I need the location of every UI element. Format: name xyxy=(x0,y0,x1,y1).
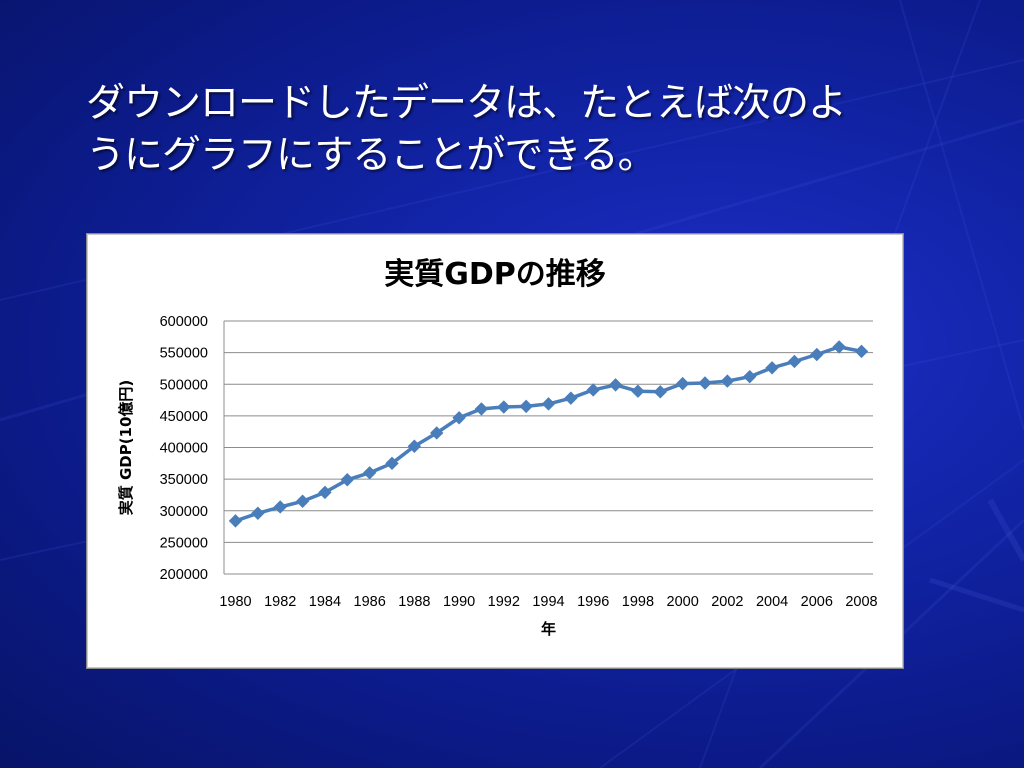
data-point xyxy=(340,473,354,487)
data-point xyxy=(787,354,802,369)
data-point xyxy=(631,384,645,398)
data-point xyxy=(653,385,667,399)
data-point xyxy=(519,399,533,414)
y-tick-label: 550000 xyxy=(160,346,208,362)
y-tick-label: 250000 xyxy=(160,535,208,551)
data-point xyxy=(318,485,332,500)
x-tick-label: 1980 xyxy=(219,594,251,610)
data-point xyxy=(743,369,757,384)
x-tick-label: 1988 xyxy=(398,594,430,610)
data-point xyxy=(765,361,779,375)
data-point xyxy=(452,411,466,425)
y-tick-label: 600000 xyxy=(160,314,208,330)
data-point xyxy=(608,378,623,392)
y-tick-label: 500000 xyxy=(160,377,208,393)
chart-frame: 実質GDPの推移 200000 250000 300000 350000 400000 45… xyxy=(86,233,904,669)
data-point xyxy=(362,466,377,480)
x-tick-label: 1998 xyxy=(622,594,654,610)
data-point xyxy=(497,400,511,414)
data-point xyxy=(720,374,735,388)
data-point xyxy=(273,500,287,514)
data-point xyxy=(430,426,444,440)
x-tick-label: 2008 xyxy=(845,594,877,610)
x-tick-label: 1986 xyxy=(354,594,386,610)
chart-title: 実質GDPの推移 xyxy=(384,257,606,292)
slide-title-line-1: ダウンロードしたデータは、たとえば次のよ xyxy=(86,81,847,126)
data-point xyxy=(295,494,310,508)
slide-title-line-2: うにグラフにすることができる。 xyxy=(86,133,657,178)
data-point xyxy=(407,439,422,453)
y-tick-label: 300000 xyxy=(160,504,208,520)
x-axis-label: 年 xyxy=(541,620,556,638)
data-point xyxy=(586,383,600,397)
data-point xyxy=(854,344,869,359)
x-tick-label: 2000 xyxy=(667,594,699,610)
x-tick-label: 2002 xyxy=(711,594,743,610)
data-point xyxy=(698,376,712,390)
slide-title: ダウンロードしたデータは、たとえば次のよ うにグラフにすることができる。 xyxy=(86,78,946,182)
data-point xyxy=(228,514,243,528)
x-tick-label: 2006 xyxy=(801,594,833,610)
x-tick-label: 1996 xyxy=(577,594,609,610)
y-tick-label: 350000 xyxy=(160,472,208,488)
x-tick-label: 1984 xyxy=(309,594,341,610)
data-point xyxy=(385,456,399,471)
data-point xyxy=(474,402,489,416)
y-tick-label: 200000 xyxy=(160,567,208,583)
x-tick-label: 1990 xyxy=(443,594,475,610)
data-point xyxy=(251,506,265,520)
x-tick-label: 1992 xyxy=(488,594,520,610)
data-point xyxy=(675,376,690,391)
data-point xyxy=(810,347,824,362)
data-point xyxy=(541,397,556,411)
gdp-line-chart: 実質GDPの推移 200000 250000 300000 350000 400000 45… xyxy=(117,257,878,638)
y-tick-label: 450000 xyxy=(160,409,208,425)
y-axis-label: 実質 GDP(10億円) xyxy=(117,380,135,516)
x-tick-label: 1994 xyxy=(532,594,564,610)
data-point xyxy=(564,391,578,405)
y-tick-label: 400000 xyxy=(160,441,208,457)
series-line xyxy=(234,345,862,523)
data-point xyxy=(832,340,846,354)
x-tick-label: 1982 xyxy=(264,594,296,610)
x-tick-label: 2004 xyxy=(756,594,788,610)
